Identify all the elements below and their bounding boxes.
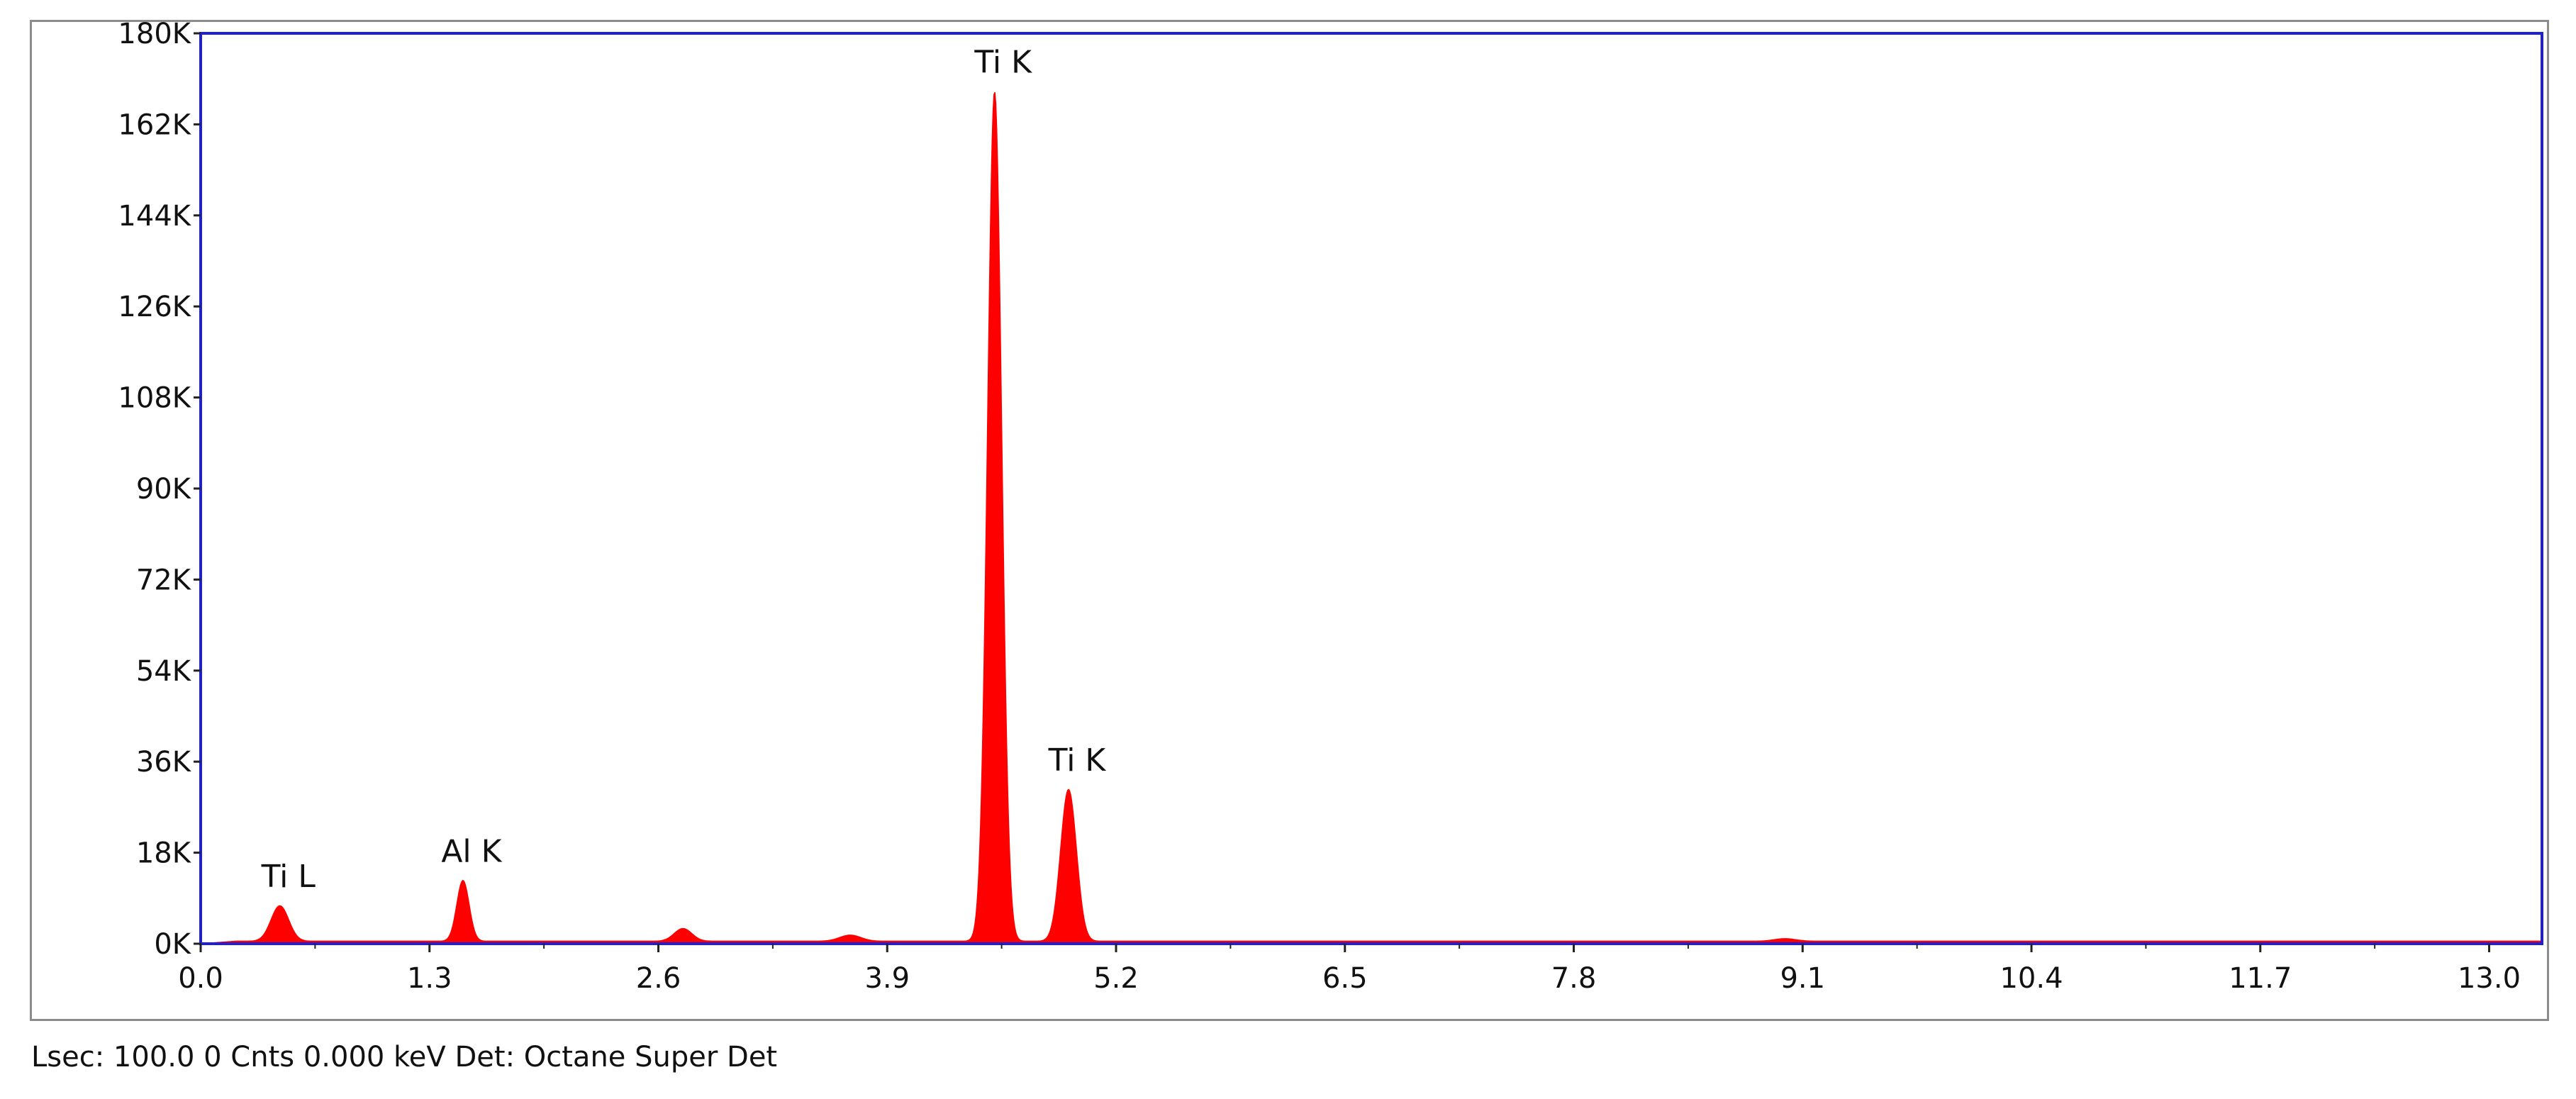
x-tick-label: 10.4 xyxy=(2000,962,2063,995)
x-tick-label: 1.3 xyxy=(407,962,452,995)
y-tick-label: 144K xyxy=(118,200,191,233)
peak-label: Ti K xyxy=(1048,742,1107,779)
x-tick-label: 11.7 xyxy=(2229,962,2292,995)
peak-label: Ti K xyxy=(974,45,1032,81)
y-tick-label: 90K xyxy=(136,473,192,506)
spectrum-area xyxy=(200,91,2543,944)
x-tick-label: 5.2 xyxy=(1093,962,1139,995)
x-tick-label: 9.1 xyxy=(1780,962,1825,995)
x-tick-label: 0.0 xyxy=(178,962,223,995)
y-tick-label: 72K xyxy=(136,564,192,596)
plot-border xyxy=(199,32,2543,945)
x-tick-label: 2.6 xyxy=(636,962,681,995)
x-tick-label: 6.5 xyxy=(1322,962,1368,995)
peak-label: Al K xyxy=(441,833,502,869)
y-tick-label: 126K xyxy=(118,291,191,323)
y-tick-label: 54K xyxy=(136,655,192,688)
y-tick-label: 0K xyxy=(154,928,191,961)
y-tick-label: 18K xyxy=(136,837,192,870)
y-tick-label: 108K xyxy=(118,382,191,415)
x-tick-label: 13.0 xyxy=(2458,962,2521,995)
y-tick-label: 180K xyxy=(118,22,191,50)
status-line: Lsec: 100.0 0 Cnts 0.000 keV Det: Octane… xyxy=(31,1041,778,1073)
y-tick-label: 36K xyxy=(136,746,192,779)
eds-spectrum-chart: 0K 18K 36K 54K 72K 90K 108K 126K 144K 162K 180K 0.0… xyxy=(118,22,2543,995)
chart-frame: 0K 18K 36K 54K 72K 90K 108K 126K 144K 162K 180K 0.0… xyxy=(30,20,2549,1021)
x-tick-label: 7.8 xyxy=(1551,962,1597,995)
y-tick-label: 162K xyxy=(118,108,191,141)
x-tick-label: 3.9 xyxy=(864,962,910,995)
peak-label: Ti L xyxy=(261,859,316,895)
